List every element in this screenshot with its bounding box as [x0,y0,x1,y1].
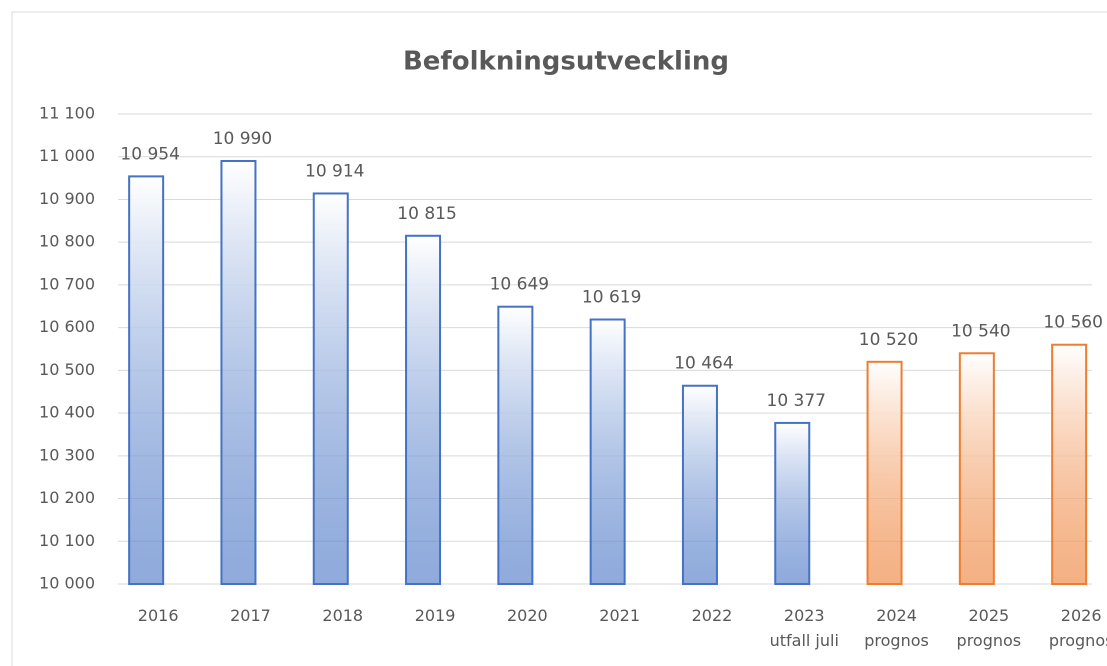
y-tick-label: 10 700 [39,274,95,293]
y-tick-label: 10 300 [39,445,95,464]
x-tick-label: 2024 prognos [864,606,929,650]
x-tick-label: 2020 [506,606,548,625]
x-tick-label: 2025 prognos [956,606,1022,650]
value-label: 10 954 [120,144,179,164]
value-label: 10 520 [859,330,918,350]
value-label: 10 464 [674,354,733,374]
x-tick-label: 2017 [230,606,271,625]
value-label: 10 914 [305,161,364,181]
bar [681,384,718,585]
y-tick-label: 10 100 [39,531,95,550]
bar [589,318,626,585]
chart-border [11,11,1107,666]
value-label: 10 649 [490,275,549,295]
value-label: 10 560 [1043,313,1102,333]
value-label: 10 990 [213,129,272,149]
x-tick-label: 2022 [691,606,733,625]
y-tick-label: 11 100 [39,104,95,123]
x-tick-label: 2026 prognos [1048,606,1107,650]
bar [405,234,442,585]
x-tick-label: 2016 [137,606,179,625]
y-tick-label: 10 900 [39,189,95,208]
y-tick-label: 10 800 [39,232,95,251]
value-label: 10 619 [582,288,641,308]
y-tick-label: 10 000 [39,574,95,593]
value-label: 10 377 [767,391,826,411]
bar [866,360,903,585]
bar [497,305,534,585]
x-tick-label: 2019 [414,606,456,625]
x-tick-label: 2021 [599,606,640,625]
y-tick-label: 10 400 [39,403,95,422]
bar [958,352,995,586]
y-tick-label: 11 000 [39,146,95,165]
bar [128,175,165,586]
x-tick-label: 2023 utfall juli [769,606,839,650]
x-tick-label: 2018 [322,606,364,625]
bar [312,192,349,586]
chart-title: Befolkningsutveckling [403,47,729,77]
bar [1051,343,1088,585]
bar [220,160,257,585]
bar [774,421,811,585]
y-tick-label: 10 600 [39,317,95,336]
value-label: 10 815 [397,204,456,224]
y-tick-label: 10 200 [39,488,95,507]
y-tick-label: 10 500 [39,360,95,379]
value-label: 10 540 [951,321,1010,341]
